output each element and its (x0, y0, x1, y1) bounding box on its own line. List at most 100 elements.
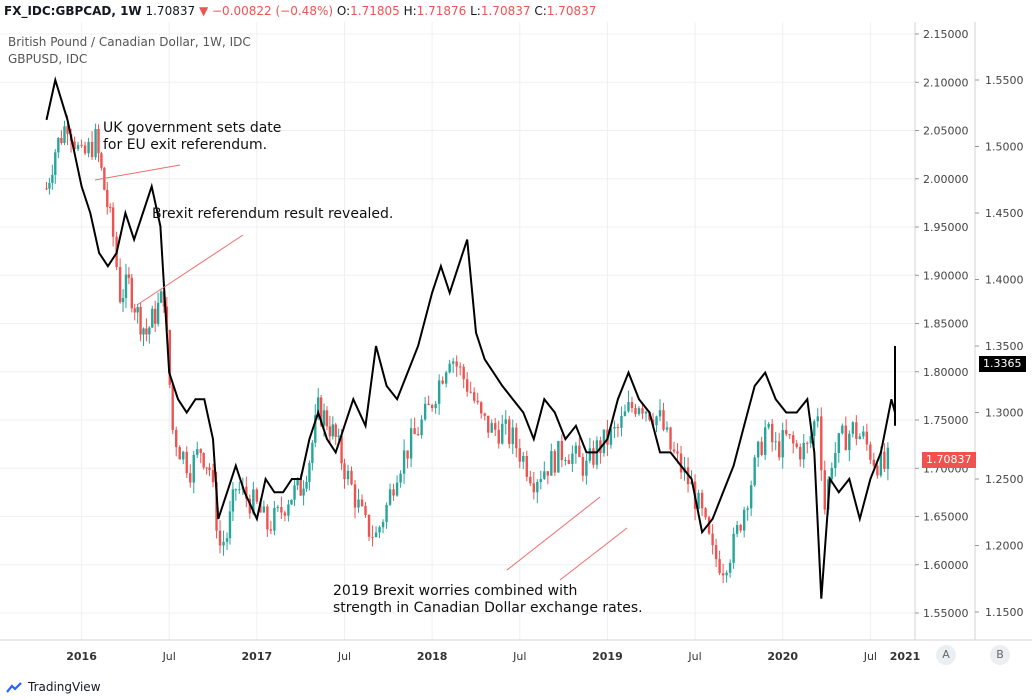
candle-body (381, 522, 385, 528)
candle-body (721, 573, 725, 576)
candle-body (525, 455, 528, 477)
candle-body (423, 403, 427, 420)
candle-body (357, 499, 360, 508)
candle-body (662, 410, 665, 430)
candle-body (676, 451, 679, 454)
candle-body (238, 489, 241, 491)
overlay-scale-button[interactable]: B (990, 645, 1010, 665)
legend-overlay-series[interactable]: GBPUSD, IDC (8, 52, 88, 66)
auto-scale-button[interactable]: A (936, 645, 956, 665)
candle-body (841, 425, 844, 434)
candle-body (774, 441, 777, 443)
candle-body (574, 445, 578, 454)
candle-body (280, 506, 283, 513)
candle-body (672, 449, 676, 452)
candle-body (308, 463, 311, 482)
candle-body (553, 451, 557, 473)
header-bar: FX_IDC:GBPCAD, 1W 1.70837 ▼ −0.00822 (−0… (0, 0, 1032, 22)
candle-body (494, 423, 497, 430)
candle-body (402, 450, 406, 474)
candle-body (501, 423, 504, 444)
candle-body (823, 470, 826, 510)
close-label: C: (534, 4, 547, 18)
candle-body (57, 138, 60, 153)
candle-body (317, 397, 320, 416)
candle-body (718, 559, 721, 574)
candle-body (834, 453, 837, 469)
annotation-pointer-line (506, 496, 601, 571)
candle-body (739, 524, 742, 531)
candle-body (848, 433, 851, 451)
candle-body (792, 435, 795, 444)
candle-body (536, 481, 539, 493)
candle-body (567, 459, 571, 464)
candle-body (231, 489, 235, 512)
gbpcad-tick-label: 2.05000 (923, 125, 969, 138)
candle-body (613, 426, 616, 429)
candle-body (658, 410, 662, 417)
candle-body (756, 441, 760, 458)
annotation-text: 2019 Brexit worries combined with (333, 583, 578, 599)
gbpcad-price-tag: 1.70837 (922, 452, 976, 468)
candle-body (90, 141, 94, 158)
candle-body (225, 538, 229, 542)
candle-body (416, 434, 420, 436)
gbpusd-tick-label: 1.2000 (985, 540, 1024, 553)
candle-body (879, 451, 883, 476)
candle-body (133, 308, 136, 313)
candle-body (299, 478, 302, 496)
candle-body (778, 441, 781, 458)
high-label: H: (403, 4, 417, 18)
time-tick-label: 2020 (767, 650, 798, 663)
candle-body (136, 306, 139, 313)
time-axis: 2016 Jul 2017 Jul 2018 Jul 2019 Jul 2020 Jul 2021 (66, 650, 920, 663)
candle-body (399, 473, 402, 483)
legend-main-series[interactable]: British Pound / Canadian Dollar, 1W, IDC (8, 35, 251, 49)
candle-body (73, 141, 76, 150)
brand-name[interactable]: TradingView (28, 680, 101, 694)
candle-body (45, 188, 48, 190)
candle-body (522, 455, 525, 462)
annotation-pointer-line (94, 164, 181, 181)
gbpusd-tick-label: 1.3000 (985, 407, 1024, 420)
candle-body (228, 511, 232, 539)
gbpusd-tick-label: 1.5000 (985, 141, 1024, 154)
candle-body (156, 302, 160, 324)
candle-body (620, 415, 623, 428)
low-value: 1.70837 (480, 4, 531, 18)
candle-body (462, 366, 465, 380)
annotation-lines (94, 164, 628, 581)
candle-body (350, 470, 353, 485)
time-tick-label: Jul (687, 650, 701, 663)
candle-body (151, 308, 154, 328)
candle-body (851, 422, 855, 434)
gbpusd-price-tag: 1.3365 (979, 356, 1026, 372)
candle-body (529, 476, 532, 484)
candle-body (585, 460, 588, 476)
candle-body (497, 429, 500, 444)
candle-body (202, 453, 205, 468)
candle-body (770, 423, 774, 443)
candle-body (159, 291, 163, 303)
candle-body (145, 328, 148, 335)
candle-body (325, 410, 329, 427)
candle-body (451, 361, 455, 364)
time-tick-label: Jul (512, 650, 526, 663)
candle-body (388, 489, 392, 505)
time-tick-label: Jul (162, 650, 176, 663)
candle-body (644, 411, 648, 414)
symbol-label[interactable]: FX_IDC:GBPCAD, 1W (4, 4, 142, 18)
candle-body (322, 410, 326, 426)
candle-body (655, 416, 658, 426)
candle-body (592, 448, 595, 465)
candle-body (121, 297, 125, 303)
annotation-pointer-line (136, 234, 244, 306)
candle-body (697, 492, 700, 509)
candle-body (360, 499, 364, 506)
candle-body (185, 451, 188, 474)
candle-body (130, 277, 134, 309)
price-chart[interactable]: 2.15000 2.10000 2.05000 2.00000 1.95000 1.900… (0, 22, 1032, 668)
candle-body (127, 274, 131, 278)
annotation-referendum-date: UK government sets date for EU exit refe… (103, 120, 281, 154)
chart-grid (0, 22, 915, 640)
